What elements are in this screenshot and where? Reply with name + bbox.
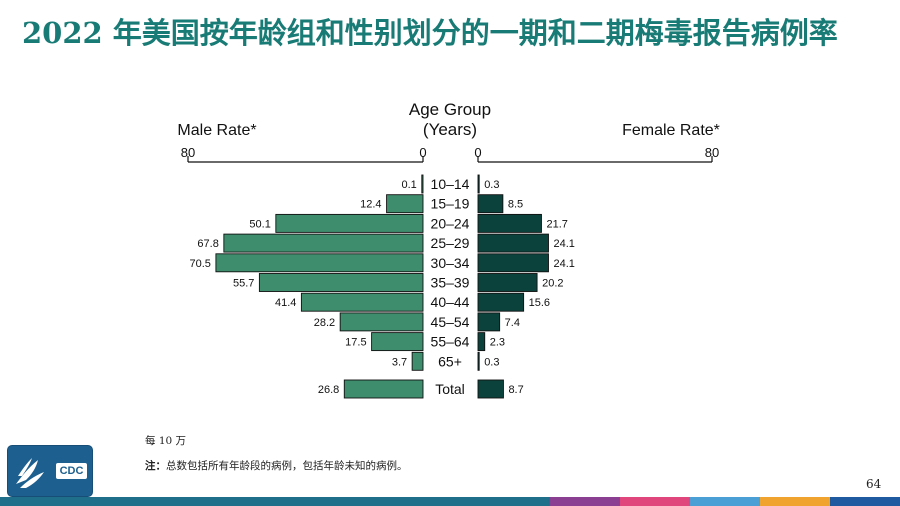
right-axis-tick: 0	[474, 145, 481, 160]
age-group-label: 20–24	[431, 215, 470, 231]
female-value-label: 24.1	[553, 238, 574, 250]
male-value-label: 26.8	[318, 384, 339, 396]
female-value-label: 24.1	[553, 258, 574, 270]
footer-stripe-segment	[830, 497, 900, 506]
male-value-label: 50.1	[249, 218, 270, 230]
age-group-label: 35–39	[431, 275, 470, 291]
left-axis-title: Male Rate*	[177, 122, 256, 139]
male-bar	[275, 213, 424, 233]
female-value-label: 0.3	[484, 179, 499, 191]
male-bar	[215, 253, 424, 273]
right-axis-title: Female Rate*	[622, 122, 720, 139]
footer-stripe-segment	[220, 497, 330, 506]
male-bar	[421, 174, 424, 194]
male-bar	[411, 351, 424, 371]
male-value-label: 12.4	[360, 199, 381, 211]
male-value-label: 55.7	[233, 278, 254, 290]
footer-color-stripe	[0, 497, 900, 506]
female-bar	[477, 253, 549, 273]
footer-stripe-segment	[550, 497, 620, 506]
age-group-label: 55–64	[431, 334, 470, 350]
male-bar	[339, 312, 424, 332]
female-bar	[477, 174, 480, 194]
male-bar	[371, 332, 424, 352]
female-bar	[477, 194, 504, 214]
female-value-label: 21.7	[546, 218, 567, 230]
female-bar	[477, 292, 525, 312]
slide-title: 2022 年美国按年龄组和性别划分的一期和二期梅毒报告病例率	[22, 16, 838, 50]
footnote-note: 注：总数包括所有年龄段的病例，包括年龄未知的病例。	[145, 458, 408, 473]
female-value-label: 0.3	[484, 356, 499, 368]
male-bar	[343, 379, 424, 399]
female-bar	[477, 379, 504, 399]
female-value-label: 2.3	[490, 337, 505, 349]
footer-stripe-segment	[690, 497, 760, 506]
female-value-label: 8.5	[508, 199, 523, 211]
footer-stripe-segment	[110, 497, 220, 506]
right-axis-tick: 80	[705, 145, 719, 160]
female-bar	[477, 233, 549, 253]
cdc-logo: CDC	[7, 445, 93, 497]
age-group-label: 45–54	[431, 314, 470, 330]
footer-stripe-segment	[440, 497, 550, 506]
pyramid-chart: Age Group(Years) Male Rate* Female Rate* 80…	[177, 100, 720, 399]
female-value-label: 8.7	[508, 384, 523, 396]
male-bar	[223, 233, 424, 253]
female-value-label: 7.4	[505, 317, 520, 329]
footnote-text: 总数包括所有年龄段的病例，包括年龄未知的病例。	[166, 460, 408, 472]
male-bar	[300, 292, 424, 312]
age-group-label: 40–44	[431, 294, 470, 310]
male-value-label: 70.5	[189, 258, 210, 270]
age-group-label: 15–19	[431, 196, 470, 212]
male-value-label: 41.4	[275, 297, 296, 309]
left-axis-tick: 80	[181, 145, 195, 160]
footer-stripe-segment	[0, 497, 110, 506]
male-value-label: 28.2	[314, 317, 335, 329]
male-value-label: 3.7	[392, 356, 407, 368]
male-bar	[386, 194, 424, 214]
female-bar	[477, 213, 542, 233]
female-value-label: 15.6	[529, 297, 550, 309]
hhs-eagle-icon	[16, 458, 44, 488]
center-title-line-2: (Years)	[423, 120, 477, 139]
age-group-label: 30–34	[431, 255, 470, 271]
footnote-label: 注：	[145, 460, 166, 472]
footer-stripe-segment	[620, 497, 690, 506]
male-value-label: 17.5	[345, 337, 366, 349]
male-bar	[258, 273, 424, 292]
age-group-label: 65+	[438, 353, 462, 369]
logo-text: CDC	[56, 463, 87, 479]
age-group-label: 10–14	[431, 176, 470, 192]
left-axis-tick: 0	[419, 145, 426, 160]
center-title-line-1: Age Group	[409, 100, 491, 119]
footer-stripe-segment	[330, 497, 440, 506]
age-group-label: Total	[435, 381, 465, 397]
female-bar	[477, 273, 538, 292]
female-bar	[477, 332, 486, 352]
age-group-label: 25–29	[431, 235, 470, 251]
footer-stripe-segment	[760, 497, 830, 506]
male-value-label: 67.8	[197, 238, 218, 250]
female-value-label: 20.2	[542, 278, 563, 290]
female-bar	[477, 312, 501, 332]
page-number: 64	[866, 477, 882, 491]
footnote-per: 每 10 万	[145, 435, 187, 447]
female-bar	[477, 351, 480, 371]
male-value-label: 0.1	[402, 179, 417, 191]
